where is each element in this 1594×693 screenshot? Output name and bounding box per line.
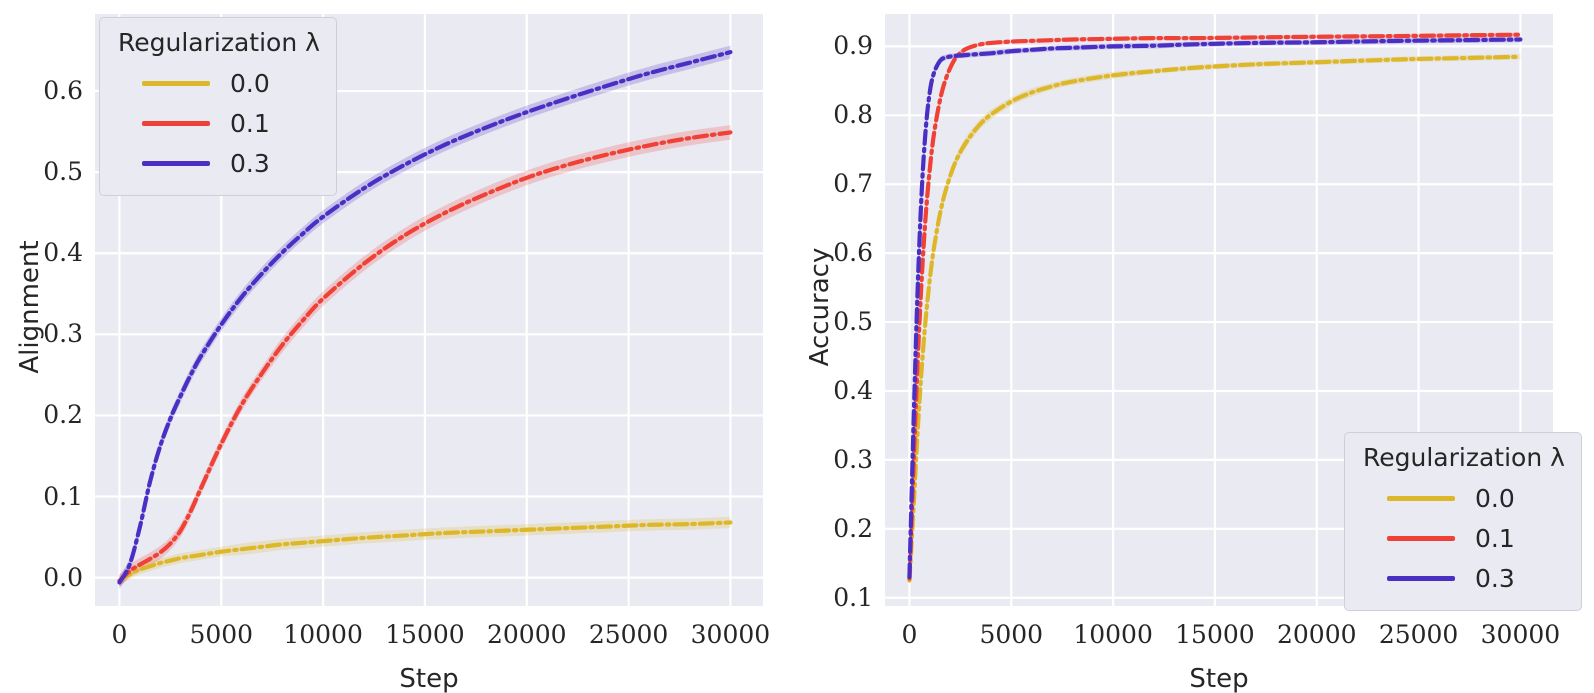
- legend-label-lambda-0-0: 0.0: [1475, 483, 1515, 513]
- y-tick-label: 0.1: [43, 481, 83, 511]
- legend-title: Regularization λ: [118, 28, 320, 57]
- y-axis-label-alignment: Alignment: [15, 240, 45, 374]
- legend-swatch-lambda-0-1: [142, 120, 210, 126]
- legend-swatch-lambda-0-3: [1387, 575, 1455, 581]
- legend-label-lambda-0-3: 0.3: [1475, 563, 1515, 593]
- x-tick-label: 10000: [1073, 620, 1153, 649]
- legend-item-lambda-0-0[interactable]: 0.0: [1359, 478, 1565, 518]
- y-tick-label: 0.0: [43, 562, 83, 592]
- x-tick-label: 0: [111, 620, 128, 649]
- y-tick-label: 0.5: [43, 157, 83, 187]
- y-axis-label-accuracy: Accuracy: [805, 247, 835, 367]
- x-tick-label: 10000: [283, 620, 363, 649]
- y-tick-label: 0.5: [833, 307, 873, 337]
- chart-panel-alignment: 0.0 0.1 0.2 0.3 0.4 0.5 0.6 0 5000 10000 15000 200…: [15, 14, 771, 693]
- x-tick-label: 20000: [1276, 620, 1357, 649]
- legend-label-lambda-0-1: 0.1: [1475, 523, 1515, 553]
- y-tick-label: 0.2: [833, 513, 873, 543]
- x-tick-label: 25000: [588, 620, 669, 649]
- legend-swatch-lambda-0-0: [1387, 495, 1455, 501]
- x-tick-label: 15000: [385, 620, 465, 649]
- legend-swatch-lambda-0-3: [142, 160, 210, 166]
- x-tick-label: 0: [901, 620, 918, 649]
- x-tick-label: 5000: [979, 620, 1044, 649]
- x-tick-label: 20000: [486, 620, 567, 649]
- legend-item-lambda-0-3[interactable]: 0.3: [114, 143, 320, 183]
- x-tick-label: 30000: [1480, 620, 1561, 649]
- legend-label-lambda-0-3: 0.3: [230, 148, 270, 178]
- y-tick-label: 0.6: [43, 76, 83, 106]
- legend-swatch-lambda-0-1: [1387, 535, 1455, 541]
- legend-label-lambda-0-0: 0.0: [230, 68, 270, 98]
- y-tick-label: 0.4: [833, 375, 873, 405]
- y-tick-label: 0.3: [43, 319, 83, 349]
- y-tick-label: 0.2: [43, 400, 83, 430]
- x-axis-label-accuracy: Step: [1189, 664, 1249, 693]
- legend-label-lambda-0-1: 0.1: [230, 108, 270, 138]
- y-tick-label: 0.4: [43, 238, 83, 268]
- x-axis-label-alignment: Step: [399, 664, 459, 693]
- y-tick-label: 0.3: [833, 444, 873, 474]
- legend-swatch-lambda-0-0: [142, 80, 210, 86]
- legend-item-lambda-0-0[interactable]: 0.0: [114, 63, 320, 103]
- legend-alignment[interactable]: Regularization λ 0.0 0.1 0.3: [99, 17, 337, 196]
- x-tick-label: 5000: [189, 620, 254, 649]
- y-tick-label: 0.7: [833, 169, 873, 199]
- x-tick-label: 30000: [690, 620, 771, 649]
- legend-item-lambda-0-3[interactable]: 0.3: [1359, 558, 1565, 598]
- legend-title: Regularization λ: [1363, 443, 1565, 472]
- legend-accuracy[interactable]: Regularization λ 0.0 0.1 0.3: [1344, 432, 1582, 611]
- x-tick-label: 25000: [1378, 620, 1459, 649]
- y-tick-label: 0.9: [833, 31, 873, 61]
- chart-panel-accuracy: 0.1 0.2 0.3 0.4 0.5 0.6 0.7 0.8 0.9 0 5000 10000 15…: [797, 0, 1594, 693]
- plot-area-alignment: [95, 14, 763, 606]
- legend-item-lambda-0-1[interactable]: 0.1: [1359, 518, 1565, 558]
- legend-item-lambda-0-1[interactable]: 0.1: [114, 103, 320, 143]
- y-tick-label: 0.1: [833, 582, 873, 612]
- y-tick-label: 0.6: [833, 238, 873, 268]
- x-tick-label: 15000: [1175, 620, 1255, 649]
- y-tick-label: 0.8: [833, 100, 873, 130]
